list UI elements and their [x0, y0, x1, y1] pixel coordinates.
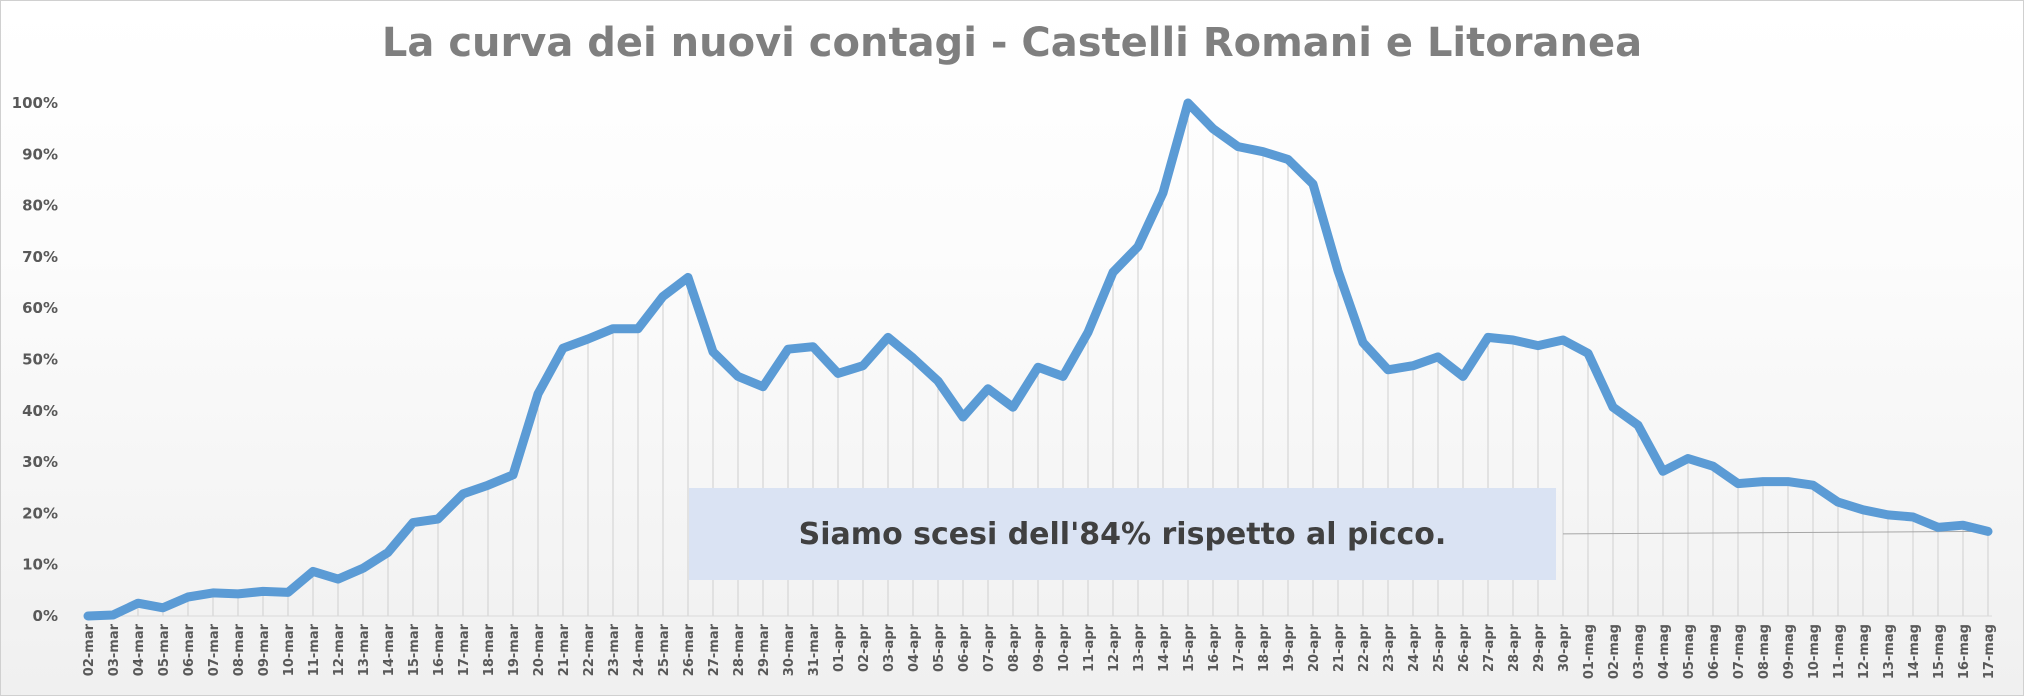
x-tick-label: 08-apr — [1007, 623, 1022, 672]
y-tick-label: 10% — [22, 556, 58, 574]
x-tick-label: 26-mar — [682, 623, 697, 676]
x-tick-label: 06-mar — [182, 623, 197, 676]
annotation-box: Siamo scesi dell'84% rispetto al picco. — [689, 488, 1556, 580]
x-tick-label: 10-mag — [1807, 624, 1822, 679]
x-tick-label: 24-apr — [1407, 623, 1422, 672]
x-tick-label: 25-mar — [657, 623, 672, 676]
chart-title: La curva dei nuovi contagi - Castelli Ro… — [381, 20, 1643, 66]
x-tick-label: 08-mar — [232, 623, 247, 676]
x-tick-label: 01-apr — [832, 623, 847, 672]
series-line — [83, 98, 1993, 621]
x-tick-label: 31-mar — [807, 623, 822, 676]
x-tick-label: 11-mag — [1832, 624, 1847, 679]
x-tick-label: 16-apr — [1207, 623, 1222, 672]
annotation-text: Siamo scesi dell'84% rispetto al picco. — [798, 516, 1447, 552]
x-tick-label: 17-mag — [1982, 624, 1997, 679]
x-tick-label: 30-mar — [782, 623, 797, 676]
series-layer — [83, 98, 1993, 621]
y-tick-label: 50% — [22, 351, 58, 369]
x-tick-label: 01-mag — [1582, 624, 1597, 679]
x-tick-label: 04-mar — [132, 623, 147, 676]
x-tick-label: 20-mar — [532, 623, 547, 676]
x-tick-label: 27-mar — [707, 623, 722, 676]
trendline — [1562, 530, 1989, 535]
x-tick-label: 21-apr — [1332, 623, 1347, 672]
y-tick-label: 90% — [22, 145, 58, 163]
x-tick-label: 13-mag — [1882, 624, 1897, 679]
x-tick-label: 07-mag — [1732, 624, 1747, 679]
x-tick-label: 19-apr — [1282, 623, 1297, 672]
x-tick-label: 23-mar — [607, 623, 622, 676]
x-tick-label: 07-mar — [207, 623, 222, 676]
x-tick-label: 11-mar — [307, 623, 322, 676]
x-tick-label: 15-mag — [1932, 624, 1947, 679]
x-tick-label: 13-apr — [1132, 623, 1147, 672]
x-tick-label: 15-apr — [1182, 623, 1197, 672]
x-axis: 02-mar 03-mar 04-mar 05-mar 06-mar 07-mar 08-m… — [82, 615, 1997, 679]
x-tick-label: 09-mag — [1782, 624, 1797, 679]
x-tick-label: 02-apr — [857, 623, 872, 672]
x-tick-label: 06-apr — [957, 623, 972, 672]
y-tick-label: 0% — [33, 607, 58, 625]
x-tick-label: 09-mar — [257, 623, 272, 676]
x-tick-label: 29-apr — [1532, 623, 1547, 672]
x-tick-label: 03-mar — [107, 623, 122, 676]
x-tick-label: 17-mar — [457, 623, 472, 676]
trendline-layer — [1562, 530, 1989, 535]
x-tick-label: 10-apr — [1057, 623, 1072, 672]
x-tick-label: 05-apr — [932, 623, 947, 672]
x-tick-label: 25-apr — [1432, 623, 1447, 672]
x-tick-label: 28-apr — [1507, 623, 1522, 672]
x-tick-label: 02-mar — [82, 623, 97, 676]
x-tick-label: 02-mag — [1607, 624, 1622, 679]
x-tick-label: 06-mag — [1707, 624, 1722, 679]
x-tick-label: 05-mag — [1682, 624, 1697, 679]
x-tick-label: 18-apr — [1257, 623, 1272, 672]
x-tick-label: 21-mar — [557, 623, 572, 676]
x-tick-label: 08-mag — [1757, 624, 1772, 679]
x-tick-label: 10-mar — [282, 623, 297, 676]
x-tick-label: 16-mag — [1957, 624, 1972, 679]
y-tick-label: 70% — [22, 248, 58, 266]
y-tick-label: 80% — [22, 197, 58, 215]
x-tick-label: 16-mar — [432, 623, 447, 676]
x-tick-label: 18-mar — [482, 623, 497, 676]
y-tick-label: 20% — [22, 504, 58, 522]
x-tick-label: 13-mar — [357, 623, 372, 676]
x-tick-label: 07-apr — [982, 623, 997, 672]
x-tick-label: 14-mar — [382, 623, 397, 676]
y-tick-label: 100% — [12, 94, 58, 112]
x-tick-label: 12-apr — [1107, 623, 1122, 672]
y-tick-label: 30% — [22, 453, 58, 471]
x-tick-label: 09-apr — [1032, 623, 1047, 672]
x-tick-label: 24-mar — [632, 623, 647, 676]
x-tick-label: 15-mar — [407, 623, 422, 676]
x-tick-label: 12-mar — [332, 623, 347, 676]
x-tick-label: 20-apr — [1307, 623, 1322, 672]
x-tick-label: 04-apr — [907, 623, 922, 672]
x-tick-label: 17-apr — [1232, 623, 1247, 672]
x-tick-label: 14-apr — [1157, 623, 1172, 672]
x-tick-label: 05-mar — [157, 623, 172, 676]
x-tick-label: 22-apr — [1357, 623, 1372, 672]
x-tick-label: 29-mar — [757, 623, 772, 676]
x-tick-label: 23-apr — [1382, 623, 1397, 672]
x-tick-label: 11-apr — [1082, 623, 1097, 672]
x-tick-label: 14-mag — [1907, 624, 1922, 679]
x-tick-label: 03-mag — [1632, 624, 1647, 679]
x-tick-label: 26-apr — [1457, 623, 1472, 672]
x-tick-label: 12-mag — [1857, 624, 1872, 679]
y-axis: 0% 10% 20% 30% 40% 50% 60% 70% 80% 90% 100% — [12, 94, 58, 625]
x-tick-label: 03-apr — [882, 623, 897, 672]
y-tick-label: 40% — [22, 402, 58, 420]
x-tick-label: 22-mar — [582, 623, 597, 676]
x-tick-label: 27-apr — [1482, 623, 1497, 672]
x-tick-label: 28-mar — [732, 623, 747, 676]
x-tick-label: 30-apr — [1557, 623, 1572, 672]
x-tick-label: 19-mar — [507, 623, 522, 676]
y-tick-label: 60% — [22, 299, 58, 317]
x-tick-label: 04-mag — [1657, 624, 1672, 679]
